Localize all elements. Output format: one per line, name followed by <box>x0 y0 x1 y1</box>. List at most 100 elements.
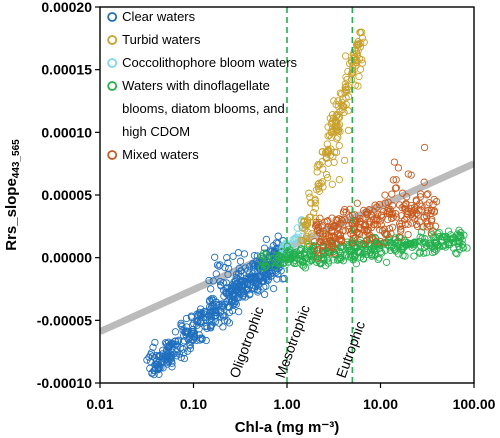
data-point-clear <box>230 299 238 308</box>
data-point-clear <box>236 257 245 265</box>
x-tick-label: 0.01 <box>86 396 113 412</box>
data-point-clear <box>187 329 196 338</box>
data-point-clear <box>245 262 254 271</box>
y-tick-label: 0.00010 <box>41 124 92 140</box>
y-axis-title: Rrs_slope443_565 <box>3 139 22 251</box>
data-point-mixed <box>318 246 326 255</box>
data-point-dinoflagellate <box>324 257 333 265</box>
data-point-clear <box>205 303 214 311</box>
data-point-mixed <box>425 199 433 207</box>
data-point-mixed <box>316 214 324 222</box>
data-point-dinoflagellate <box>260 264 269 272</box>
x-axis-title: Chl-a (mg m⁻³) <box>235 419 340 436</box>
legend-label: Mixed waters <box>122 147 199 162</box>
data-point-dinoflagellate <box>410 252 418 260</box>
data-point-clear <box>143 356 151 364</box>
data-point-clear <box>211 253 219 261</box>
data-point-turbid <box>358 59 367 67</box>
data-point-dinoflagellate <box>403 239 412 247</box>
data-point-mixed <box>388 209 397 218</box>
data-point-turbid <box>358 28 366 36</box>
data-point-dinoflagellate <box>350 253 358 261</box>
data-point-mixed <box>329 237 337 245</box>
data-point-clear <box>177 319 185 328</box>
data-point-mixed <box>326 249 334 257</box>
legend-marker <box>107 150 118 160</box>
data-point-mixed <box>392 213 401 221</box>
data-point-turbid <box>350 50 358 59</box>
data-point-mixed <box>423 223 431 231</box>
data-point-mixed <box>411 211 419 219</box>
data-point-turbid <box>302 235 310 243</box>
data-point-mixed <box>414 211 422 219</box>
data-point-mixed <box>325 232 334 240</box>
data-point-mixed <box>360 226 369 234</box>
data-point-dinoflagellate <box>260 249 268 257</box>
data-point-turbid <box>311 199 319 207</box>
legend-entry-1: Clear waters <box>107 9 196 24</box>
data-point-dinoflagellate <box>458 241 467 249</box>
data-point-dinoflagellate <box>409 239 418 247</box>
data-point-mixed <box>335 236 344 244</box>
data-point-turbid <box>315 179 323 187</box>
data-point-clear <box>207 285 215 293</box>
data-point-dinoflagellate <box>259 259 267 267</box>
data-point-clear <box>151 338 159 347</box>
data-point-dinoflagellate <box>453 250 461 258</box>
data-point-clear <box>146 364 154 373</box>
data-point-clear <box>254 288 262 296</box>
data-point-mixed <box>345 221 353 230</box>
data-point-dinoflagellate <box>324 259 332 267</box>
data-point-turbid <box>303 218 312 226</box>
legend: Clear waters Turbid waters Coccolithophore… <box>107 9 298 162</box>
data-point-mixed <box>416 199 424 208</box>
data-point-mixed <box>368 233 376 242</box>
data-point-mixed <box>420 143 429 152</box>
data-point-clear <box>262 282 270 290</box>
data-point-clear <box>232 280 241 288</box>
data-point-mixed <box>328 240 337 248</box>
data-point-dinoflagellate <box>284 258 293 266</box>
data-point-dinoflagellate <box>378 249 386 257</box>
data-point-clear <box>213 261 222 269</box>
data-point-mixed <box>401 220 409 228</box>
legend-label: Waters with dinoflagellate <box>122 78 270 93</box>
data-point-clear <box>197 318 205 326</box>
y-axis-title-subscript: 443_565 <box>11 139 22 178</box>
data-point-mixed <box>389 213 397 221</box>
data-point-clear <box>150 370 158 379</box>
data-point-clear <box>250 251 259 260</box>
data-point-mixed <box>346 205 354 213</box>
data-point-mixed <box>424 190 432 198</box>
data-point-turbid <box>315 187 324 195</box>
data-point-clear <box>162 351 170 359</box>
data-point-clear <box>245 270 254 278</box>
data-point-clear <box>253 285 262 293</box>
data-point-turbid <box>318 148 326 156</box>
data-point-clear <box>222 288 231 296</box>
data-point-turbid <box>308 230 316 238</box>
data-point-clear <box>266 267 274 276</box>
data-point-coccolithophore <box>298 232 306 241</box>
data-point-clear <box>180 354 189 363</box>
data-point-clear <box>149 343 157 351</box>
data-point-turbid <box>341 52 350 60</box>
data-point-dinoflagellate <box>420 249 428 257</box>
data-point-clear <box>162 349 170 357</box>
data-point-clear <box>246 274 255 282</box>
data-point-clear <box>188 321 197 329</box>
data-point-clear <box>177 321 185 329</box>
data-point-dinoflagellate <box>296 246 304 255</box>
data-point-mixed <box>349 217 358 225</box>
data-point-mixed <box>313 227 321 235</box>
data-point-mixed <box>356 215 364 223</box>
legend-label: Turbid waters <box>122 32 201 47</box>
data-point-clear <box>262 275 270 283</box>
data-point-dinoflagellate <box>455 226 463 234</box>
data-point-dinoflagellate <box>438 242 446 250</box>
y-tick-label: 0.00000 <box>41 250 92 266</box>
data-point-clear <box>168 363 176 371</box>
series-turbid-points <box>297 28 368 248</box>
data-point-dinoflagellate <box>341 252 350 260</box>
data-point-clear <box>227 284 235 293</box>
